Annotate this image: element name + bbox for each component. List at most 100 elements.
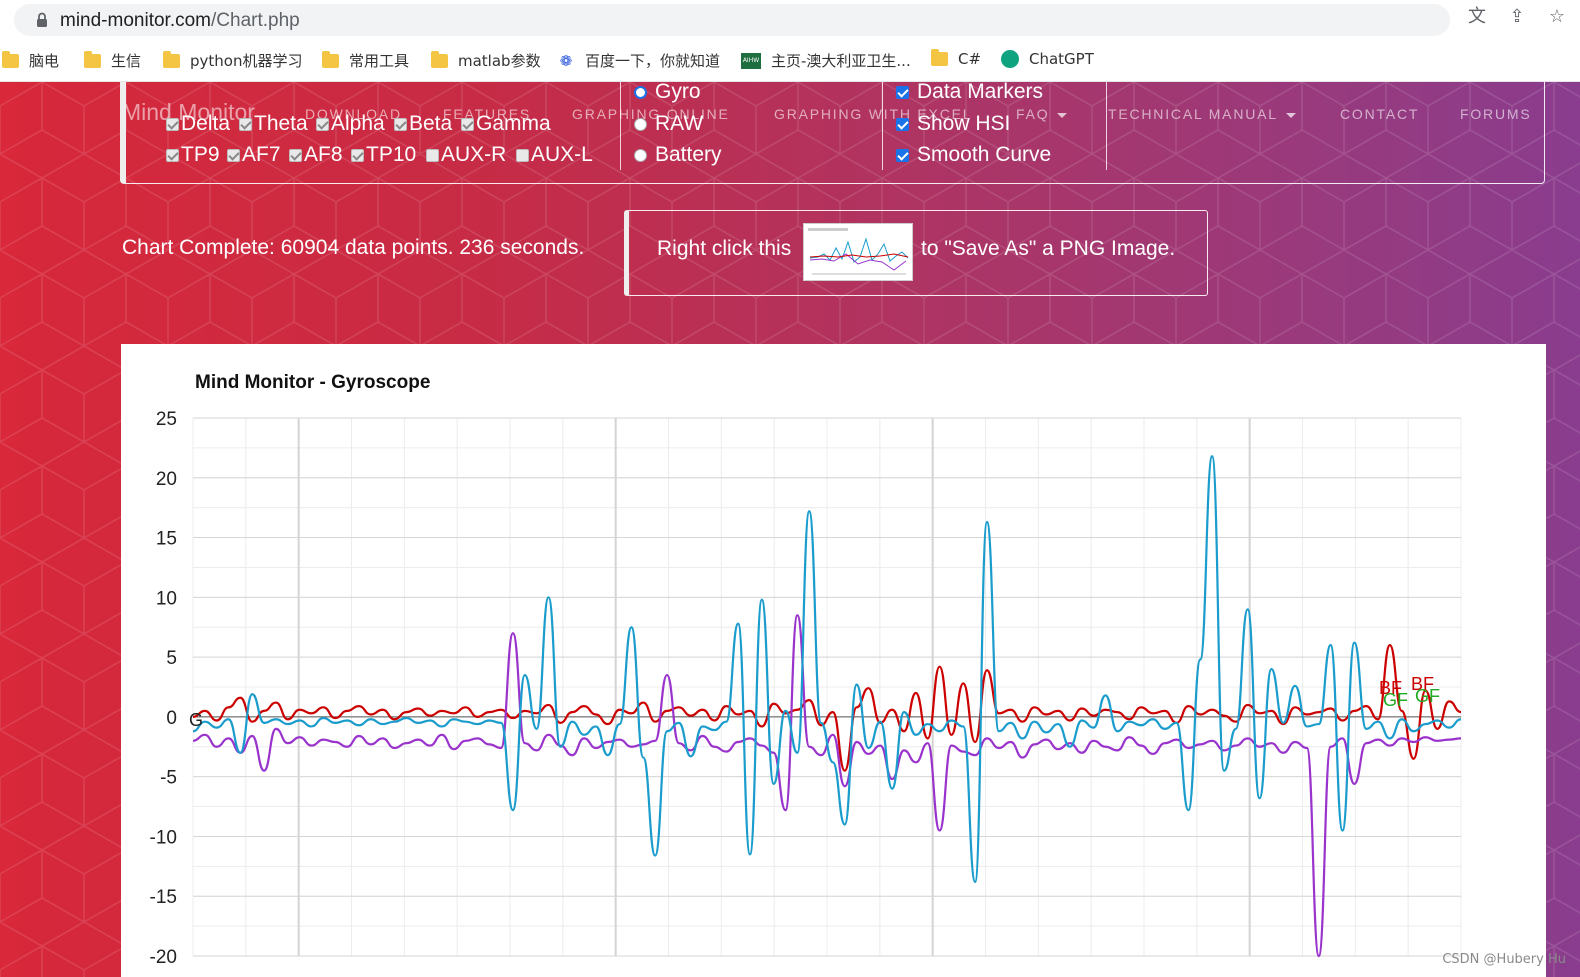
checkbox-aux-l[interactable]: AUX-L bbox=[516, 143, 593, 167]
data-marker-label: G bbox=[189, 710, 203, 730]
checkbox-show-hsi[interactable]: Show HSI bbox=[896, 112, 1010, 136]
checkbox-alpha[interactable]: Alpha bbox=[316, 112, 385, 136]
checkbox-icon bbox=[896, 117, 909, 131]
caret-down-icon bbox=[1285, 112, 1296, 118]
nav-technical-manual[interactable]: TECHNICAL MANUAL bbox=[1108, 106, 1296, 122]
data-marker-label: BF bbox=[1411, 674, 1434, 694]
chatgpt-icon bbox=[1001, 50, 1019, 68]
bookmark-2[interactable]: python机器学习 bbox=[163, 50, 302, 71]
bookmark-1[interactable]: 生信 bbox=[84, 50, 141, 71]
divider bbox=[620, 82, 621, 170]
data-marker-label: GF bbox=[1415, 686, 1440, 706]
url-path: /Chart.php bbox=[211, 10, 300, 31]
checkbox-icon bbox=[289, 148, 302, 162]
divider bbox=[1106, 82, 1107, 170]
checkbox-tp9[interactable]: TP9 bbox=[166, 143, 220, 167]
checkbox-beta[interactable]: Beta bbox=[394, 112, 452, 136]
checkbox-icon bbox=[896, 148, 909, 162]
bookmark-5[interactable]: ❁ 百度一下，你就知道 bbox=[557, 50, 720, 71]
address-bar: mind-monitor.com/Chart.php 文 ⇪ ☆ bbox=[0, 0, 1580, 40]
folder-icon bbox=[163, 50, 180, 68]
star-icon[interactable]: ☆ bbox=[1548, 6, 1566, 27]
folder-icon bbox=[2, 50, 19, 68]
checkbox-icon bbox=[394, 117, 407, 131]
radio-icon bbox=[634, 117, 647, 131]
y-tick-label: 15 bbox=[156, 529, 177, 550]
site-nav: Mind Monitor DOWNLOAD FEATURES GRAPHING … bbox=[120, 82, 1545, 186]
divider bbox=[882, 82, 883, 170]
save-suffix-text: to "Save As" a PNG Image. bbox=[921, 237, 1176, 260]
save-image-box: Right click this to "Save As" a PNG Imag… bbox=[624, 210, 1208, 296]
aihw-icon: AIHW bbox=[741, 52, 761, 69]
nav-graphing-excel[interactable]: GRAPHING WITH EXCEL bbox=[774, 106, 973, 122]
checkbox-icon bbox=[516, 148, 529, 162]
y-tick-label: 20 bbox=[156, 469, 177, 490]
checkbox-icon bbox=[351, 148, 364, 162]
folder-icon bbox=[322, 50, 339, 68]
y-tick-label: -5 bbox=[160, 768, 177, 789]
radio-gyro[interactable]: Gyro bbox=[634, 82, 701, 104]
page-content: Mind Monitor DOWNLOAD FEATURES GRAPHING … bbox=[0, 82, 1580, 977]
nav-download[interactable]: DOWNLOAD bbox=[305, 106, 402, 122]
bookmarks-bar: 脑电 生信 python机器学习 常用工具 matlab参数 ❁ 百度一下，你就知… bbox=[0, 40, 1580, 82]
checkbox-icon bbox=[239, 117, 252, 131]
chart-thumbnail-image[interactable] bbox=[803, 223, 913, 281]
save-prefix-text: Right click this bbox=[657, 237, 792, 260]
folder-icon bbox=[84, 50, 101, 68]
watermark: CSDN @Hubery Hu bbox=[1442, 952, 1566, 967]
folder-icon bbox=[931, 49, 948, 66]
bookmark-0[interactable]: 脑电 bbox=[2, 50, 59, 71]
y-tick-label: 0 bbox=[166, 708, 177, 729]
chart-card: 25 20 15 10 5 0 -5 -10 -15 -20 Mind Monitor - Gyro… bbox=[121, 344, 1546, 977]
checkbox-gamma[interactable]: Gamma bbox=[461, 112, 551, 136]
bookmark-7[interactable]: C# bbox=[931, 49, 981, 68]
nav-contact[interactable]: CONTACT bbox=[1340, 106, 1420, 122]
chart-options-panel bbox=[120, 82, 1545, 184]
checkbox-smooth-curve[interactable]: Smooth Curve bbox=[896, 143, 1051, 167]
nav-graphing-online[interactable]: GRAPHING ONLINE bbox=[572, 106, 730, 122]
checkbox-icon bbox=[461, 117, 474, 131]
chart-title: Mind Monitor - Gyroscope bbox=[195, 372, 430, 393]
checkbox-icon bbox=[896, 85, 909, 99]
checkbox-data-markers[interactable]: Data Markers bbox=[896, 82, 1043, 104]
translate-icon[interactable]: 文 bbox=[1468, 6, 1486, 27]
bookmark-3[interactable]: 常用工具 bbox=[322, 50, 409, 71]
checkbox-theta[interactable]: Theta bbox=[239, 112, 308, 136]
bookmark-4[interactable]: matlab参数 bbox=[431, 50, 541, 71]
radio-battery[interactable]: Battery bbox=[634, 143, 722, 167]
y-tick-label: 25 bbox=[156, 409, 177, 430]
baidu-paw-icon: ❁ bbox=[559, 51, 573, 70]
checkbox-aux-r[interactable]: AUX-R bbox=[426, 143, 506, 167]
checkbox-icon bbox=[316, 117, 329, 131]
caret-down-icon bbox=[1057, 112, 1068, 118]
checkbox-icon bbox=[426, 148, 439, 162]
y-tick-label: 10 bbox=[156, 588, 177, 609]
y-tick-label: -20 bbox=[150, 947, 177, 968]
checkbox-delta[interactable]: Delta bbox=[166, 112, 230, 136]
radio-raw[interactable]: RAW bbox=[634, 112, 703, 136]
url-field[interactable]: mind-monitor.com/Chart.php bbox=[14, 4, 1450, 36]
folder-icon bbox=[431, 50, 448, 68]
y-tick-label: 5 bbox=[166, 648, 177, 669]
bookmark-8[interactable]: ChatGPT bbox=[1001, 50, 1094, 68]
checkbox-af7[interactable]: AF7 bbox=[227, 143, 281, 167]
brand-logo-text[interactable]: Mind Monitor bbox=[122, 99, 255, 125]
data-marker-label: GF bbox=[1383, 690, 1408, 710]
checkbox-af8[interactable]: AF8 bbox=[289, 143, 343, 167]
nav-faq[interactable]: FAQ bbox=[1016, 106, 1068, 122]
checkbox-icon bbox=[166, 117, 179, 131]
lock-icon bbox=[37, 12, 47, 27]
gyroscope-chart: 25 20 15 10 5 0 -5 -10 -15 -20 Mind Monitor - Gyro… bbox=[150, 372, 1462, 968]
y-tick-label: -10 bbox=[150, 827, 177, 848]
nav-forums[interactable]: FORUMS bbox=[1460, 106, 1532, 122]
status-text: Chart Complete: 60904 data points. 236 s… bbox=[122, 236, 585, 259]
radio-icon bbox=[634, 85, 647, 99]
series-line-2 bbox=[192, 455, 1462, 883]
checkbox-icon bbox=[227, 148, 240, 162]
data-marker-label: BF bbox=[1379, 678, 1402, 698]
url-host: mind-monitor.com bbox=[60, 10, 211, 31]
bookmark-6[interactable]: AIHW 主页-澳大利亚卫生... bbox=[741, 52, 911, 70]
checkbox-tp10[interactable]: TP10 bbox=[351, 143, 416, 167]
series-line-0 bbox=[192, 644, 1462, 772]
share-icon[interactable]: ⇪ bbox=[1509, 6, 1525, 27]
